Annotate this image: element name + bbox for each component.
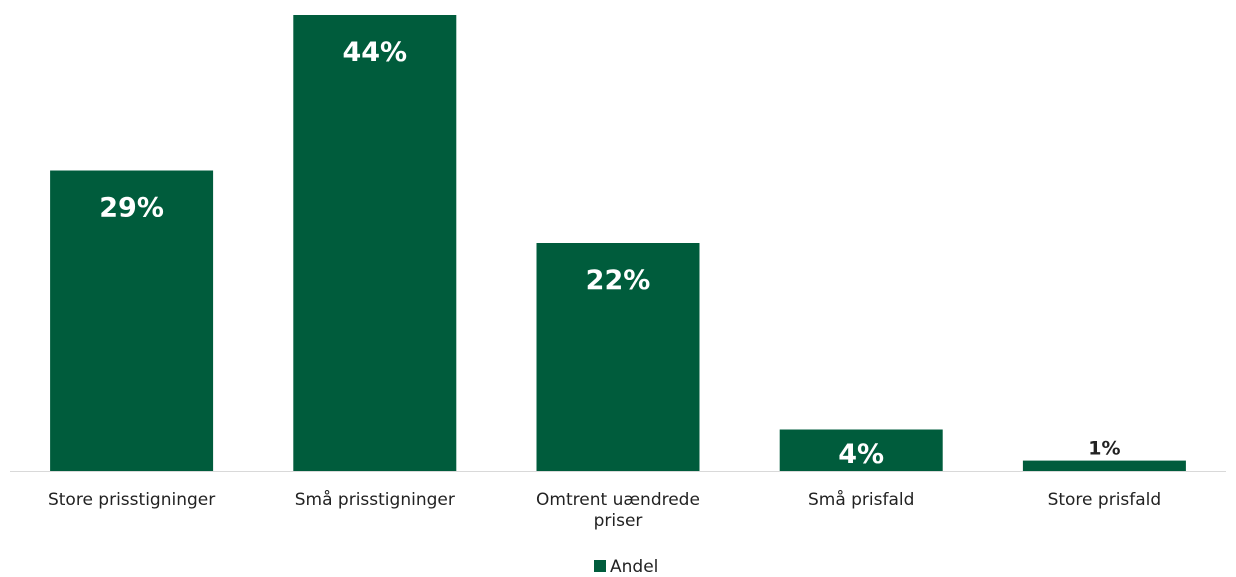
category-label-5: Store prisfald [1048,490,1162,510]
data-label-3: 22% [586,265,651,296]
bar-4 [779,429,943,471]
bars-group [50,15,1186,471]
data-label-1: 29% [99,193,164,224]
category-label-line: Små prisstigninger [295,489,455,510]
category-label-line: priser [594,511,643,531]
category-label-2: Små prisstigninger [295,489,455,510]
bar-1 [50,170,214,471]
legend: Andel [594,557,658,577]
category-label-line: Store prisfald [1048,490,1162,510]
bar-3 [536,243,700,471]
data-labels-group: 29% 44% 22% 4% 1% [99,37,1120,470]
category-label-line: Små prisfald [808,489,914,510]
bar-2 [293,15,457,471]
category-label-3: Omtrent uændrede priser [536,490,700,531]
category-label-line: Omtrent uændrede [536,490,700,510]
legend-label-andel: Andel [610,557,658,577]
category-label-4: Små prisfald [808,489,914,510]
category-label-line: Store prisstigninger [48,490,215,510]
data-label-5: 1% [1088,438,1120,460]
data-label-4: 4% [838,439,884,470]
legend-swatch-andel [594,560,606,572]
category-labels-group: Store prisstigninger Små prisstigninger Om… [48,489,1161,531]
data-label-2: 44% [342,37,407,68]
category-label-1: Store prisstigninger [48,490,215,510]
bar-5 [1022,460,1186,471]
